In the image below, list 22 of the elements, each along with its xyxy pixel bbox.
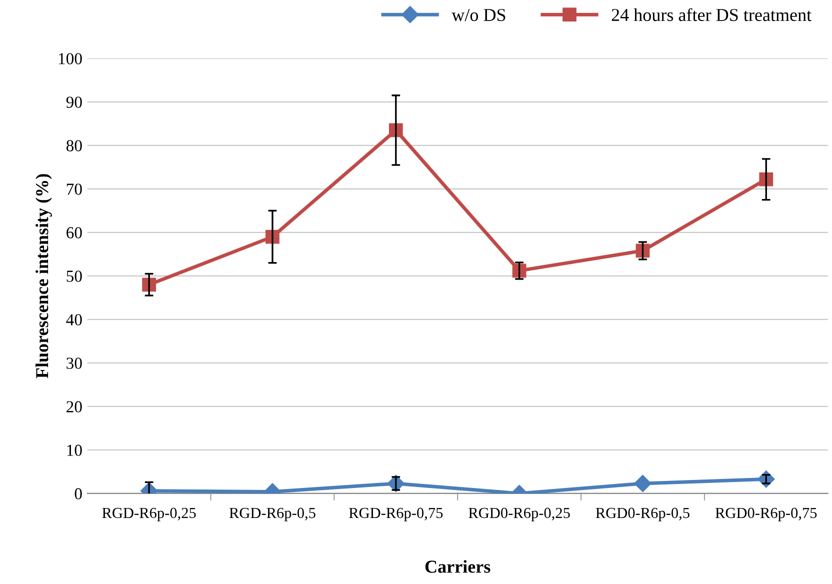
y-tick-label: 100 xyxy=(58,53,82,64)
y-tick-label: 70 xyxy=(66,184,82,195)
point xyxy=(634,474,652,492)
y-tick-label: 60 xyxy=(66,227,82,238)
x-tick-label: RGD-R6p-0,75 xyxy=(349,508,443,522)
y-tick-label: 30 xyxy=(66,358,82,369)
x-tick-label: RGD0-R6p-0,5 xyxy=(596,508,690,522)
x-axis-title: Carriers xyxy=(425,560,490,573)
x-tick-label: RGD-R6p-0,5 xyxy=(229,508,316,522)
y-axis-title: Fluorescence intensity (%) xyxy=(36,174,52,378)
x-tick-label: RGD-R6p-0,25 xyxy=(102,508,196,522)
x-tick-label: RGD0-R6p-0,75 xyxy=(715,508,817,522)
legend-label: 24 hours after DS treatment xyxy=(612,8,812,22)
y-tick-label: 20 xyxy=(66,401,82,412)
x-tick-label: RGD0-R6p-0,25 xyxy=(468,508,570,522)
legend-label: w/o DS xyxy=(452,8,506,22)
y-tick-label: 0 xyxy=(74,488,82,500)
y-tick-label: 40 xyxy=(66,314,82,326)
y-tick-label: 80 xyxy=(66,140,82,152)
y-tick-label: 10 xyxy=(67,444,82,456)
y-tick-label: 50 xyxy=(66,270,82,282)
y-tick-label: 90 xyxy=(66,96,82,108)
